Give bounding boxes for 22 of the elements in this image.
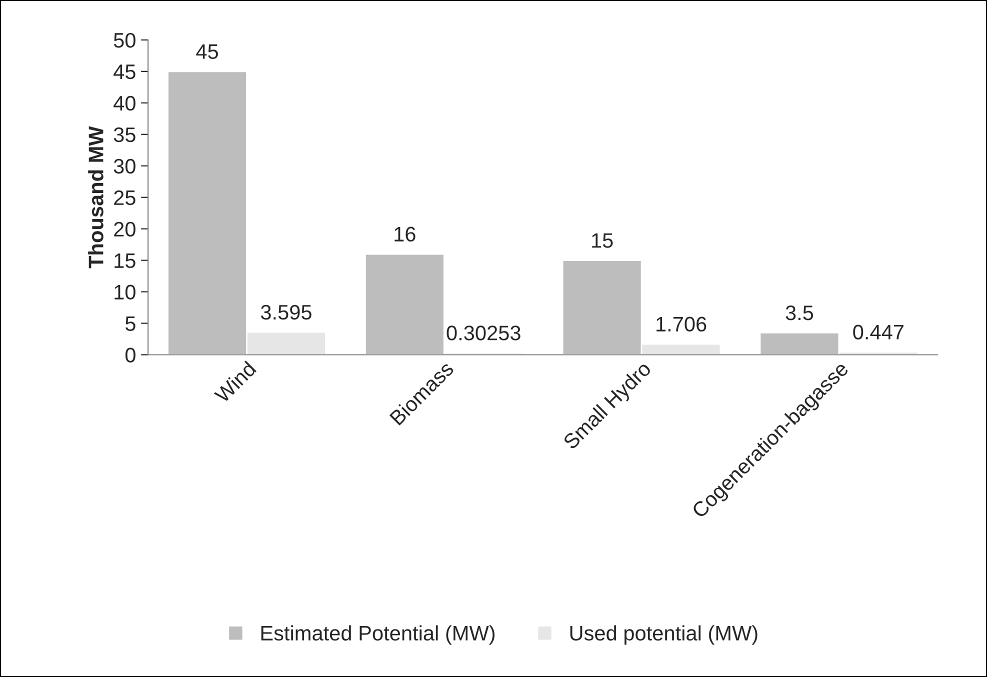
- y-tick-label: 5: [125, 316, 136, 332]
- data-label: 0.447: [853, 324, 904, 340]
- y-tick-label: 10: [114, 284, 136, 300]
- y-axis-title: Thousand MW: [88, 126, 104, 268]
- y-tick-label: 15: [114, 254, 136, 268]
- data-label: 0.30253: [446, 326, 520, 340]
- y-tick-label: 20: [114, 222, 136, 237]
- data-label: 3.595: [260, 304, 312, 320]
- y-tick-label: 35: [114, 127, 136, 142]
- y-tick-label: 25: [114, 190, 136, 206]
- data-label: 45: [196, 44, 218, 59]
- y-tick-label: 50: [114, 32, 136, 48]
- y-tick-label: 0: [125, 348, 136, 362]
- y-tick-label: 30: [114, 158, 136, 174]
- data-label: 16: [394, 226, 416, 242]
- legend-label: Estimated Potential (MW): [261, 625, 495, 645]
- data-label: 15: [592, 233, 613, 248]
- y-tick-label: 45: [114, 64, 136, 80]
- y-tick-label: 40: [114, 96, 136, 111]
- legend-label: Used potential (MW): [570, 625, 758, 645]
- data-label: 1.706: [656, 316, 706, 332]
- data-label: 3.5: [786, 306, 814, 320]
